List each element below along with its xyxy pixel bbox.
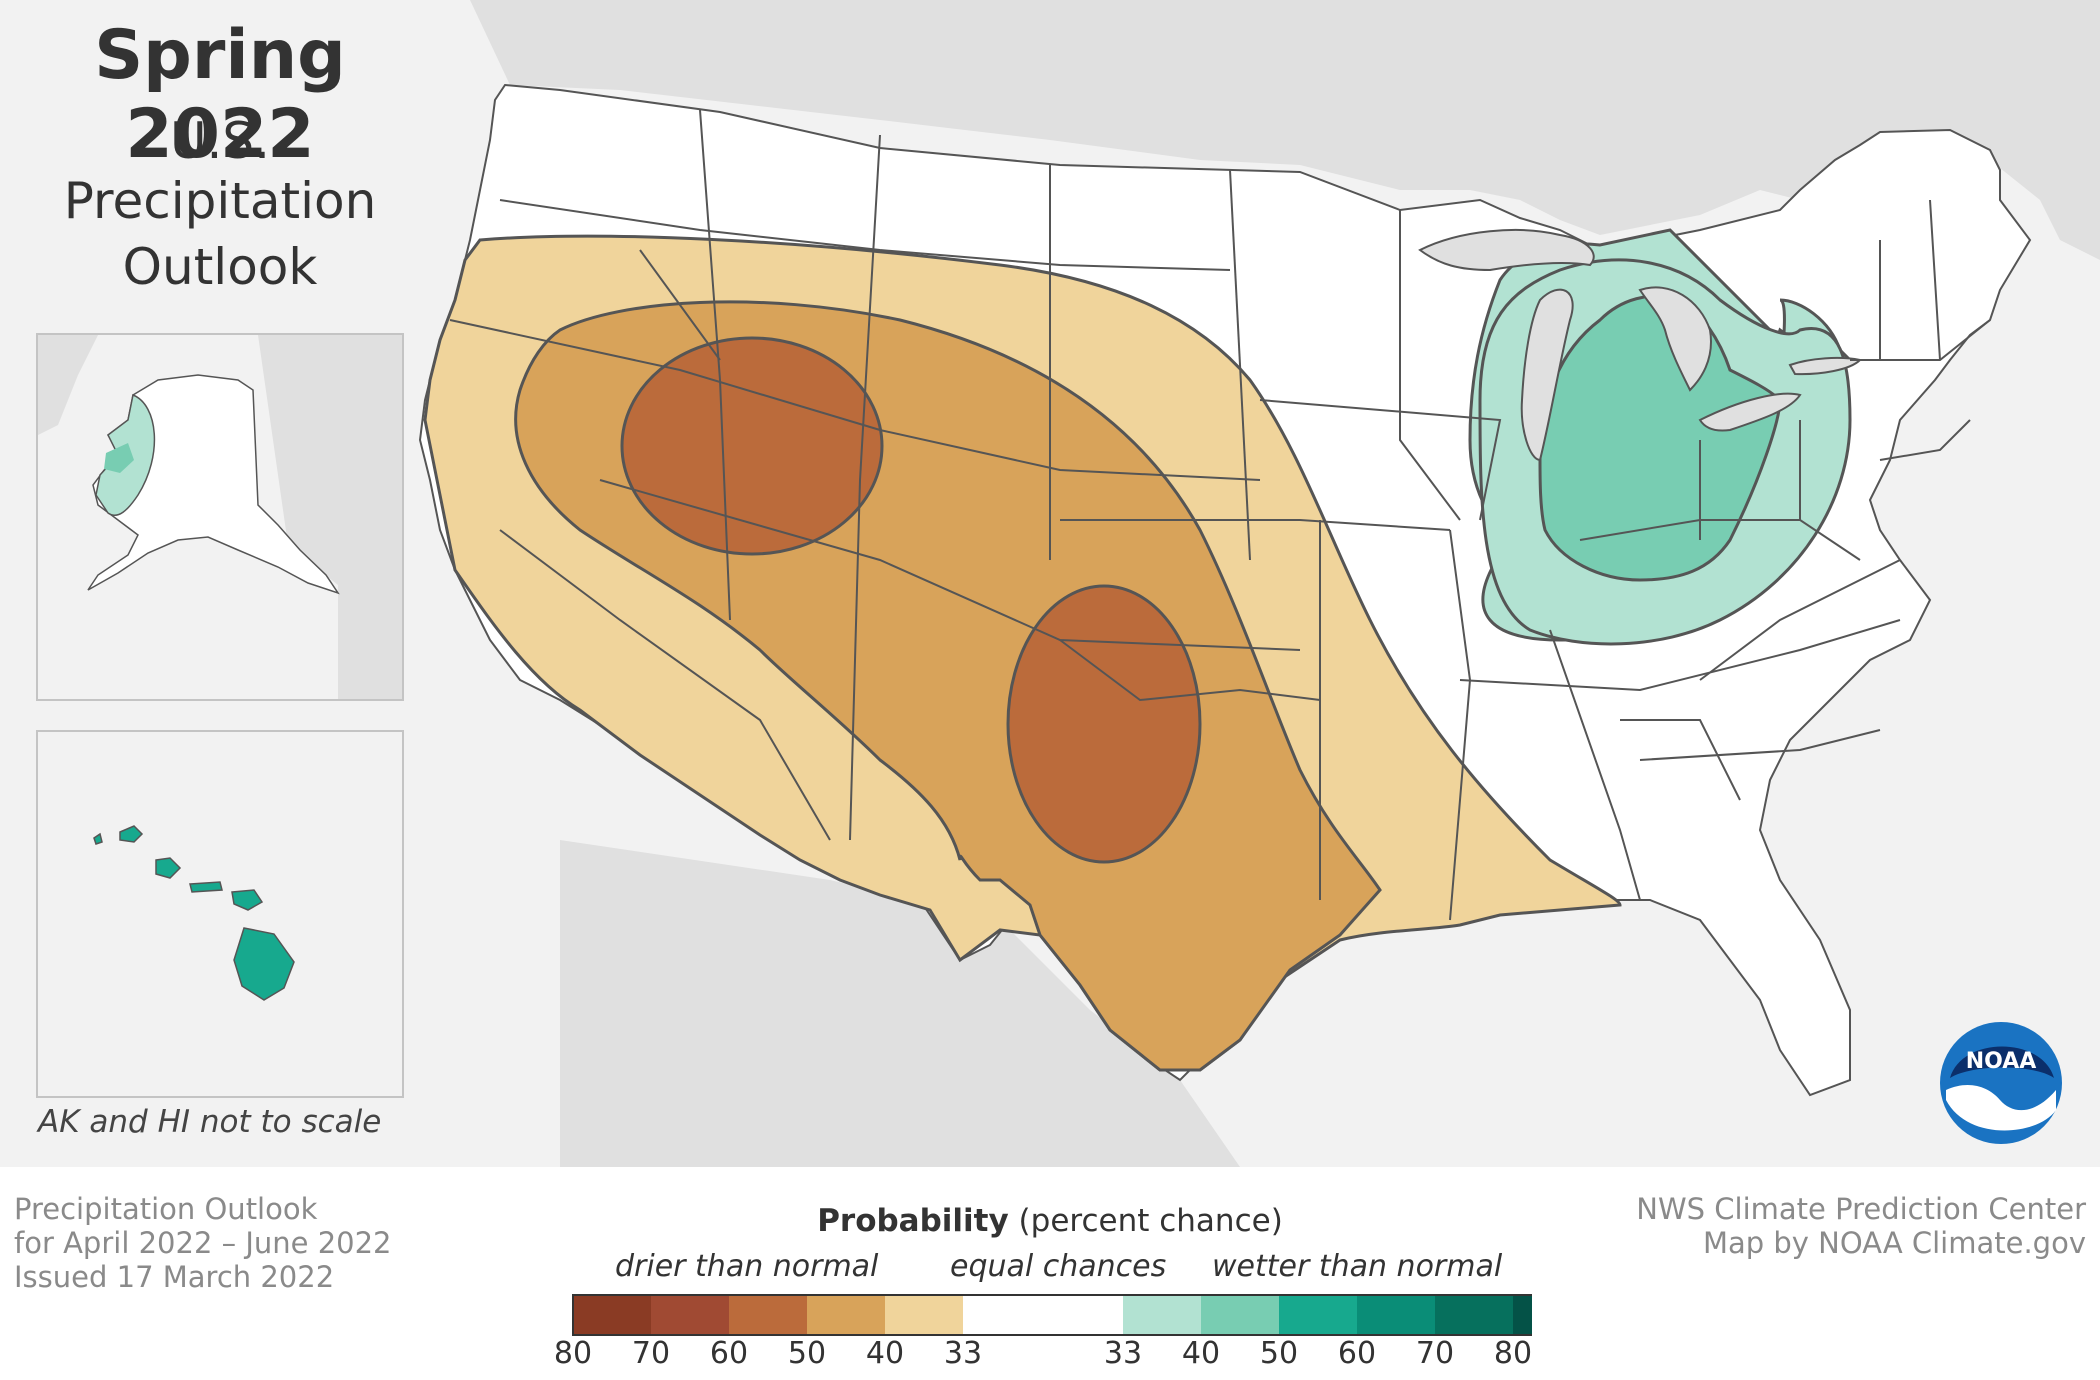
legend-swatch [729,1295,807,1335]
dry-zone-50-60-south [1006,584,1202,864]
legend-swatch [573,1295,651,1335]
legend-swatch [1435,1295,1513,1335]
legend-title: Probability (percent chance) [700,1203,1400,1239]
hawaii-island-niihau [93,832,103,845]
lake-michigan [1520,288,1574,462]
hawaii-island-oahu [155,857,182,879]
hawaii-island-kauai [119,825,144,843]
legend-tick-label: 80 [1493,1336,1533,1371]
legend-swatch [1513,1295,1532,1335]
credits-line-1: NWS Climate Prediction Center [1636,1192,2086,1226]
legend-swatch [1279,1295,1357,1335]
legend-swatch [963,1295,1123,1335]
hawaii-island-big [233,927,295,1001]
legend-color-bar [572,1294,1532,1336]
lake-huron [1638,286,1712,392]
legend-title-bold: Probability [817,1203,1009,1239]
outlook-info-line-3: Issued 17 March 2022 [14,1260,335,1294]
legend-tick-label: 33 [943,1336,983,1371]
hawaii-map [93,825,295,1001]
mexico-land [560,840,1240,1167]
inset-scale-note: AK and HI not to scale [38,1104,382,1140]
legend-tick-label: 60 [1337,1336,1377,1371]
legend-swatch [807,1295,885,1335]
outlook-info-line-2: for April 2022 – June 2022 [14,1226,392,1260]
hawaii-inset [36,730,404,1098]
legend-tick-label: 50 [1259,1336,1299,1371]
credits: NWS Climate Prediction Center Map by NOA… [1636,1192,2086,1260]
conus-map [418,0,2100,1167]
legend-tick-label: 70 [1415,1336,1455,1371]
legend-swatch [1123,1295,1201,1335]
alaska-inset [36,333,404,701]
credits-line-2: Map by NOAA Climate.gov [1702,1226,2086,1260]
noaa-logo: NOAA [1940,1022,2062,1144]
outlook-info: Precipitation Outlook for April 2022 – J… [14,1192,392,1294]
legend-tick-label: 33 [1103,1336,1143,1371]
legend-tick-label: 40 [1181,1336,1221,1371]
legend-swatch [885,1295,963,1335]
alaska-map [38,335,402,699]
title-line-3: Outlook [122,238,318,296]
lake-erie [1698,392,1802,432]
legend-swatch [1357,1295,1435,1335]
legend-tick-label: 50 [787,1336,827,1371]
map-panel: Spring 2022 U.S. Precipitation Outlook [0,0,2100,1167]
hawaii-island-molokai [189,881,223,893]
dry-zone-50-60-north [620,336,884,556]
hawaii-island-maui [231,889,264,911]
legend-title-rest: (percent chance) [1008,1203,1283,1239]
legend-swatch [1201,1295,1279,1335]
canada-land [470,0,2100,260]
noaa-logo-text: NOAA [1966,1049,2037,1074]
legend-drier-label: drier than normal [615,1249,879,1284]
alaska-wet-40-50 [104,443,134,473]
legend-tick-label: 60 [709,1336,749,1371]
lake-superior [1418,229,1595,272]
state-borders [449,109,1991,921]
legend-swatch [651,1295,729,1335]
legend-tick-label: 70 [631,1336,671,1371]
legend-wetter-label: wetter than normal [1212,1249,1503,1284]
legend-tick-label: 80 [553,1336,593,1371]
legend-bar-frame [572,1294,1532,1336]
title-main: Spring 2022 [94,16,346,174]
legend-tick-label: 40 [865,1336,905,1371]
outlook-info-line-1: Precipitation Outlook [14,1192,318,1226]
title-line-1: U.S. [169,112,271,170]
title-line-2: Precipitation [63,172,377,230]
legend-equal-label: equal chances [950,1249,1167,1284]
